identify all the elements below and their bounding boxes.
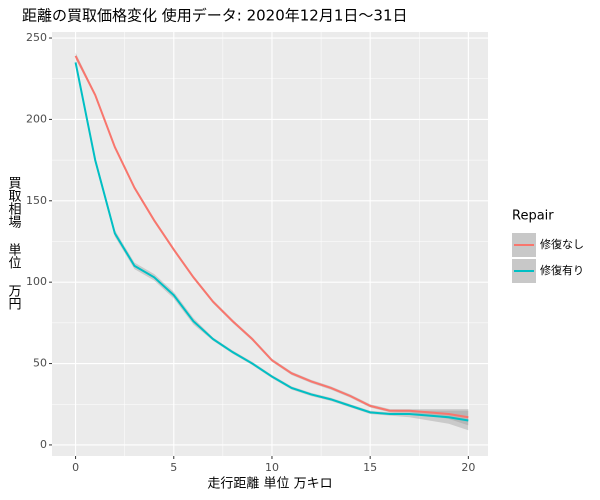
series-line: [74, 62, 469, 422]
chart-title: 距離の買取価格変化 使用データ: 2020年12月1日～31日: [22, 7, 407, 25]
x-tick-label: 10: [265, 461, 279, 474]
y-tick-label: 250: [26, 31, 47, 44]
x-tick-label: 5: [170, 461, 177, 474]
y-tick-label: 0: [40, 438, 47, 451]
x-axis-label: 走行距離 単位 万キロ: [207, 476, 332, 492]
plot-panel: [52, 32, 488, 456]
legend-title: Repair: [512, 209, 554, 224]
legend-label: 修復有り: [540, 263, 584, 277]
x-tick-label: 20: [461, 461, 475, 474]
y-tick-label: 50: [33, 357, 47, 370]
y-tick-label: 200: [26, 112, 47, 125]
x-tick-label: 0: [72, 461, 79, 474]
y-tick-label: 150: [26, 194, 47, 207]
series-line: [74, 55, 469, 419]
legend-label: 修復なし: [540, 237, 584, 251]
x-tick-label: 15: [363, 461, 377, 474]
y-tick-label: 100: [26, 275, 47, 288]
y-axis-label: 買取相場 単位 万円: [6, 176, 22, 310]
